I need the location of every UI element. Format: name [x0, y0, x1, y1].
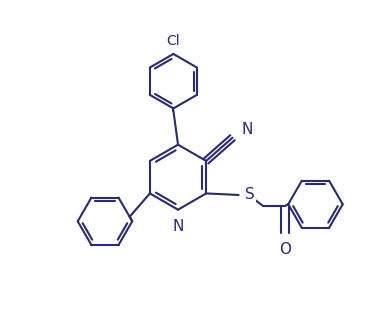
Text: O: O	[279, 242, 291, 257]
Text: S: S	[245, 188, 255, 202]
Text: Cl: Cl	[166, 34, 180, 48]
Text: N: N	[172, 219, 184, 234]
Text: N: N	[242, 123, 253, 137]
